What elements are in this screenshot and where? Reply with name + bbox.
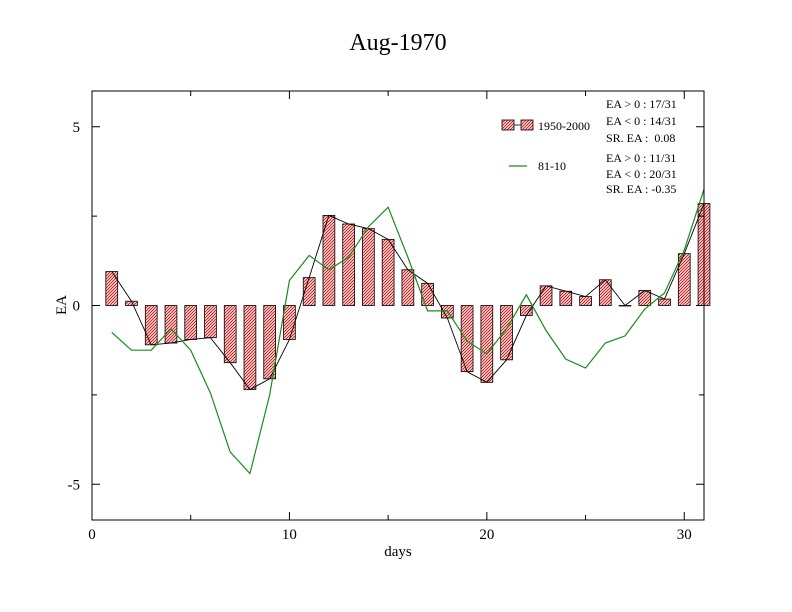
- bar: [362, 228, 375, 306]
- bar: [559, 290, 573, 306]
- x-tick-label: 10: [282, 527, 297, 543]
- x-tick-label: 20: [479, 527, 494, 543]
- legend-label-81-10: 81-10: [538, 159, 566, 173]
- y-axis-label: EA: [54, 295, 70, 315]
- stat-1950-positive: EA > 0 : 17/31: [606, 97, 677, 111]
- bar: [204, 305, 217, 339]
- bar: [283, 305, 296, 340]
- y-tick-label: 0: [73, 299, 81, 315]
- y-tick-label: 5: [73, 120, 81, 136]
- bar: [480, 305, 494, 383]
- legend: 1950-2000 81-10: [501, 119, 590, 173]
- bar: [184, 305, 198, 340]
- stats-annotations: EA > 0 : 17/31 EA < 0 : 14/31 SR. EA : 0…: [606, 97, 677, 196]
- bar: [421, 282, 434, 306]
- bar: [460, 305, 474, 373]
- stat-8110-sr: SR. EA : -0.35: [606, 182, 676, 196]
- y-tick-label: -5: [68, 477, 81, 493]
- x-axis-label: days: [384, 544, 412, 560]
- legend-bar-swatch-right: [520, 119, 534, 131]
- bar: [223, 305, 237, 364]
- legend-label-1950-2000: 1950-2000: [538, 119, 590, 133]
- chart-title: Aug-1970: [349, 30, 446, 56]
- bar-series-line: [111, 203, 705, 391]
- legend-bar-swatch-left: [501, 119, 515, 131]
- x-tick-label: 0: [88, 527, 96, 543]
- bar: [520, 305, 533, 316]
- y-axis: -5 0 5: [68, 120, 704, 493]
- bar: [105, 271, 119, 306]
- bar: [401, 269, 415, 306]
- bar: [539, 285, 553, 306]
- stat-8110-negative: EA < 0 : 20/31: [606, 167, 677, 181]
- bar: [164, 305, 178, 344]
- x-tick-label: 30: [677, 527, 692, 543]
- bar: [144, 305, 158, 346]
- x-axis: 0 10 20 30: [88, 91, 692, 543]
- plot-area: [105, 189, 711, 475]
- bar: [579, 296, 592, 306]
- bar: [500, 305, 513, 361]
- line-series-81-10: [111, 189, 705, 475]
- bar: [381, 238, 395, 306]
- bar: [677, 253, 691, 306]
- stat-1950-negative: EA < 0 : 14/31: [606, 114, 677, 128]
- bar: [243, 305, 257, 390]
- stat-1950-sr: SR. EA : 0.08: [606, 131, 675, 145]
- bar: [658, 298, 671, 306]
- stat-8110-positive: EA > 0 : 11/31: [606, 151, 676, 165]
- bar: [342, 223, 355, 306]
